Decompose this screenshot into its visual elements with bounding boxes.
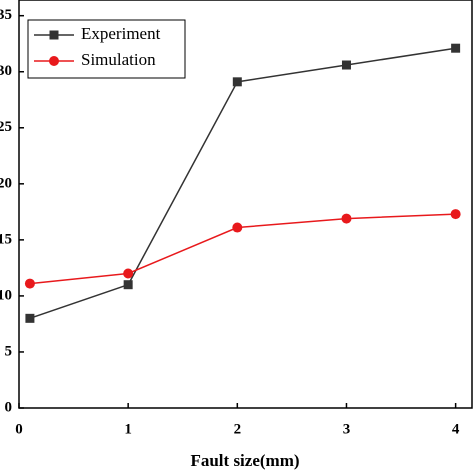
x-axis-label: Fault size(mm) <box>190 451 299 470</box>
series-line <box>29 213 456 285</box>
marker <box>24 278 35 289</box>
x-tick-label: 3 <box>343 421 351 437</box>
y-tick-label: 10 <box>0 287 12 303</box>
marker <box>49 30 59 40</box>
legend-label: Experiment <box>81 24 161 43</box>
marker <box>451 43 461 53</box>
x-tick-label: 2 <box>234 421 242 437</box>
marker <box>25 313 35 323</box>
marker <box>123 268 134 279</box>
marker <box>232 77 242 87</box>
marker <box>123 280 133 290</box>
marker <box>341 60 351 70</box>
series-line <box>29 47 456 320</box>
marker <box>49 56 59 66</box>
marker <box>341 213 352 224</box>
plot-frame <box>18 0 473 409</box>
y-tick-label: 0 <box>5 399 13 415</box>
y-tick-label: 20 <box>0 175 12 191</box>
marker <box>450 209 461 220</box>
x-tick-label: 1 <box>124 421 132 437</box>
y-tick-label: 25 <box>0 119 12 135</box>
legend-box <box>27 19 186 79</box>
y-tick-label: 35 <box>0 7 12 23</box>
legend-label: Simulation <box>81 50 156 69</box>
marker <box>232 222 243 233</box>
y-tick-label: 5 <box>5 343 13 359</box>
y-tick-label: 15 <box>0 231 12 247</box>
x-tick-label: 4 <box>452 421 460 437</box>
x-tick-label: 0 <box>15 421 23 437</box>
y-tick-label: 30 <box>0 63 12 79</box>
